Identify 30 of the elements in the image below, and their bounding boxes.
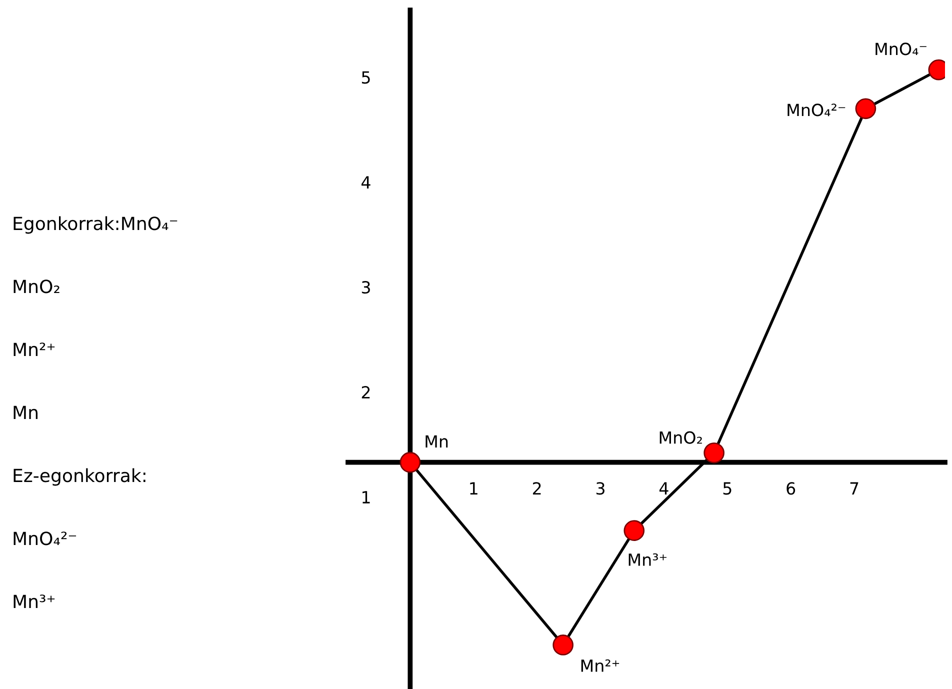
x-tick-label: 4 xyxy=(659,482,668,494)
x-tick-label: 6 xyxy=(786,482,796,495)
y-tick-label: 2 xyxy=(362,386,370,398)
point xyxy=(704,442,724,464)
x-tick-label: 1 xyxy=(470,482,478,494)
text: Ez-egonkorrak: xyxy=(14,468,146,486)
text: MnO₄²⁻ xyxy=(14,532,76,546)
text: Mn²⁺ xyxy=(14,342,55,356)
y-tick-label: 1 xyxy=(362,491,370,504)
x-tick-label: 3 xyxy=(596,482,604,495)
text: MnO₂ xyxy=(14,280,60,294)
point xyxy=(855,98,876,120)
x-tick-label: 7 xyxy=(850,482,858,494)
text: MnO₄²⁻ xyxy=(788,104,846,116)
text: Mn xyxy=(14,406,38,419)
x-tick-label: 2 xyxy=(532,482,541,494)
text: Mn³⁺ xyxy=(14,594,55,608)
text: Mn²⁺ xyxy=(581,659,620,672)
text: MnO₂ xyxy=(660,431,702,444)
text: MnO₄⁻ xyxy=(876,42,926,56)
x-tick-label: 5 xyxy=(723,482,732,495)
text: Mn³⁺ xyxy=(628,553,666,566)
point xyxy=(624,520,645,541)
y-tick-label: 3 xyxy=(362,281,370,294)
point xyxy=(400,452,421,473)
y-tick-label: 5 xyxy=(362,71,370,84)
point xyxy=(552,634,574,656)
y-tick-label: 4 xyxy=(361,176,370,188)
text: Mn xyxy=(426,435,448,448)
text: Egonkorrak:MnO₄⁻ xyxy=(14,216,178,234)
